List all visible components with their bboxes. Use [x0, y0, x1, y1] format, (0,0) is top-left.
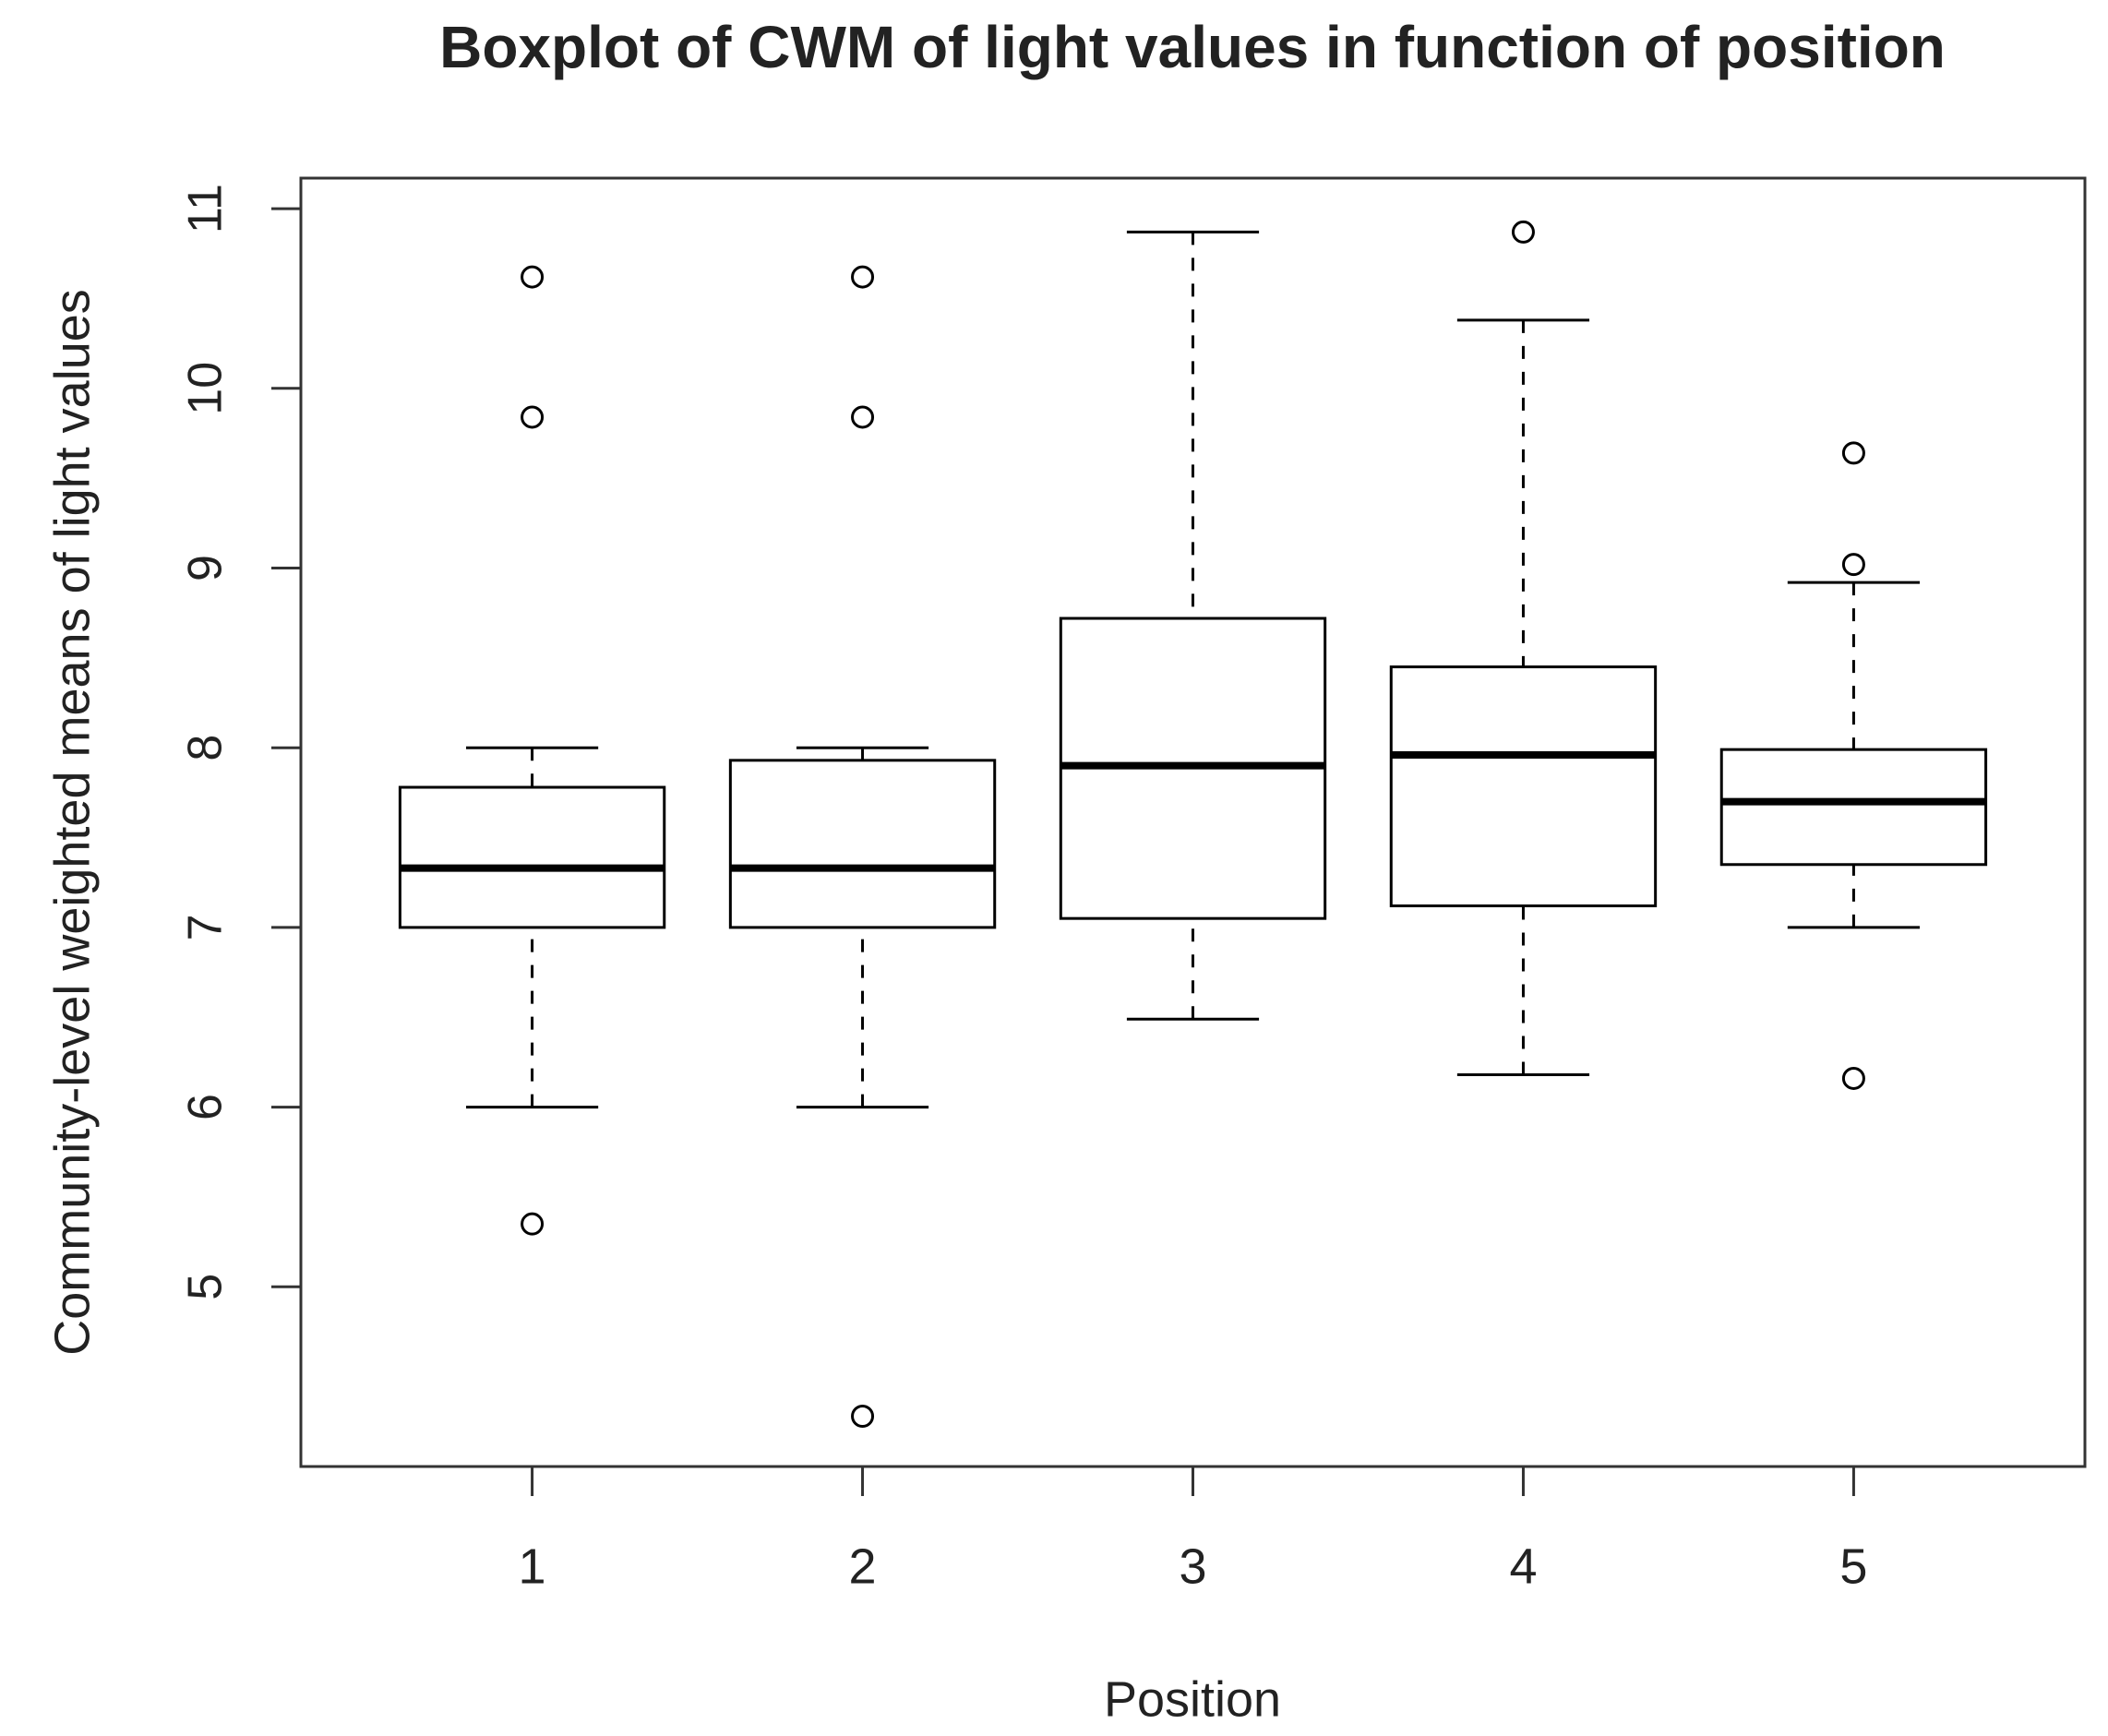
box [728, 759, 997, 929]
y-tick-label: 7 [179, 914, 233, 940]
x-tick-label: 2 [849, 1538, 877, 1594]
chart-title: Boxplot of CWM of light values in functi… [439, 14, 1946, 80]
outlier [851, 405, 875, 429]
y-tick-label: 9 [179, 555, 233, 581]
outlier [521, 265, 545, 289]
box [398, 785, 666, 929]
outlier [521, 1212, 545, 1236]
x-axis-label: Position [1104, 1671, 1281, 1727]
outlier [1841, 553, 1865, 577]
outlier [1841, 441, 1865, 465]
x-tick-label: 1 [519, 1538, 546, 1594]
box [1719, 748, 1988, 867]
outlier [851, 265, 875, 289]
y-tick-label: 8 [179, 735, 233, 761]
y-tick-label: 11 [179, 184, 233, 233]
y-tick-label: 10 [179, 362, 233, 415]
y-tick-label: 6 [179, 1094, 233, 1120]
x-tick-label: 3 [1179, 1538, 1206, 1594]
outlier [1511, 220, 1535, 244]
outlier [851, 1404, 875, 1428]
x-tick-label: 5 [1839, 1538, 1867, 1594]
box [1389, 665, 1658, 908]
outlier [521, 405, 545, 429]
y-tick-label: 5 [179, 1274, 233, 1300]
outlier [1841, 1066, 1865, 1090]
x-tick-label: 4 [1509, 1538, 1537, 1594]
y-axis-label: Community-level weighted means of light … [44, 289, 100, 1356]
